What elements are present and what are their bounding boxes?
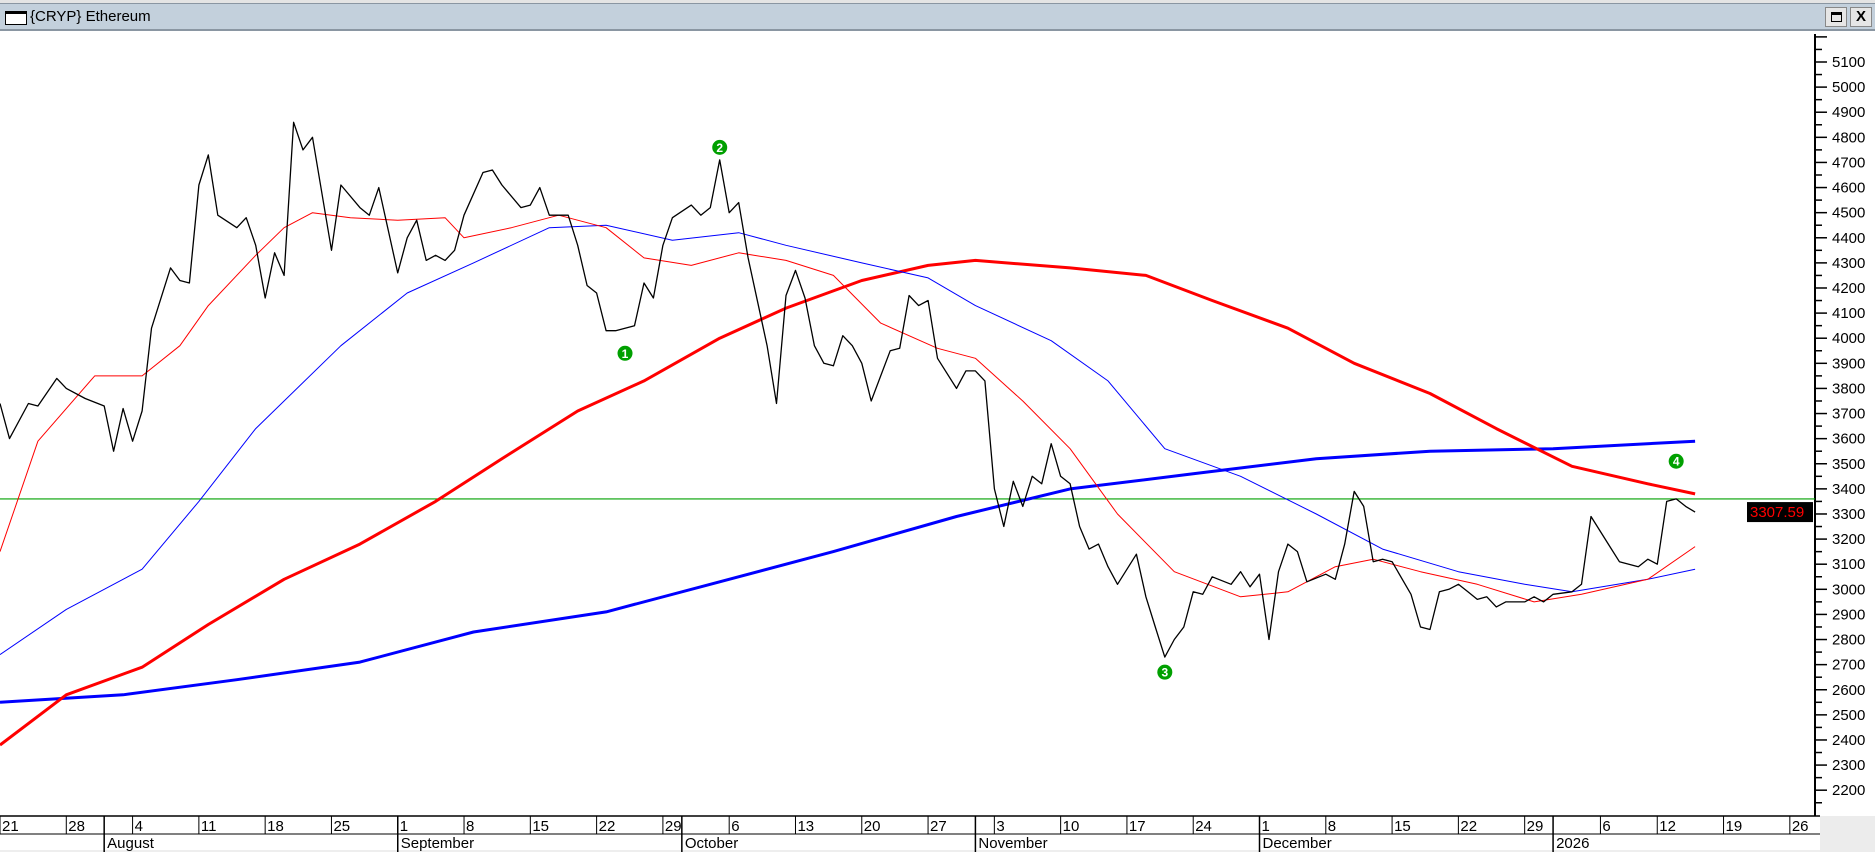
x-tick-label: 18 bbox=[267, 818, 284, 835]
x-tick-label: 10 bbox=[1063, 818, 1080, 835]
ma-medium-line bbox=[0, 224, 1696, 656]
y-tick-label: 3500 bbox=[1832, 456, 1865, 473]
x-tick-label: 8 bbox=[1328, 818, 1336, 835]
wave-marker-4 bbox=[1668, 453, 1684, 469]
x-tick-label: 13 bbox=[797, 818, 814, 835]
x-tick-label: 19 bbox=[1726, 818, 1743, 835]
month-label: August bbox=[107, 835, 155, 852]
y-tick-label: 4600 bbox=[1832, 180, 1865, 197]
y-tick-label: 4200 bbox=[1832, 280, 1865, 297]
top-strip bbox=[0, 0, 1875, 3]
x-tick-label: 15 bbox=[532, 818, 549, 835]
month-label: September bbox=[401, 835, 474, 852]
x-tick-label: 8 bbox=[466, 818, 474, 835]
y-tick-label: 3900 bbox=[1832, 355, 1865, 372]
y-tick-label: 5000 bbox=[1832, 79, 1865, 96]
close-button[interactable]: X bbox=[1850, 7, 1872, 27]
y-tick-label: 4900 bbox=[1832, 104, 1865, 121]
window-title: {CRYP} Ethereum bbox=[30, 8, 151, 25]
x-tick-label: 26 bbox=[1792, 818, 1809, 835]
price-line bbox=[0, 121, 1696, 658]
window-icon bbox=[5, 11, 27, 25]
x-tick-label: 1 bbox=[1262, 818, 1270, 835]
wave-marker-label: 2 bbox=[716, 141, 723, 155]
window-titlebar: {CRYP} Ethereum X bbox=[0, 3, 1875, 31]
axis-corner bbox=[1820, 816, 1875, 852]
last-price-tag bbox=[1747, 502, 1813, 523]
y-tick-label: 4700 bbox=[1832, 154, 1865, 171]
y-tick-label: 3800 bbox=[1832, 380, 1865, 397]
month-label: December bbox=[1263, 835, 1332, 852]
y-tick-label: 5100 bbox=[1832, 54, 1865, 71]
x-tick-label: 21 bbox=[2, 818, 19, 835]
y-tick-label: 2400 bbox=[1832, 732, 1865, 749]
ma-long-blue-line bbox=[0, 439, 1696, 704]
wave-marker-1 bbox=[617, 345, 633, 361]
x-tick-label: 12 bbox=[1659, 818, 1676, 835]
y-tick-label: 4300 bbox=[1832, 255, 1865, 272]
y-tick-label: 3000 bbox=[1832, 581, 1865, 598]
x-tick-label: 25 bbox=[333, 818, 350, 835]
y-tick-label: 4100 bbox=[1832, 305, 1865, 322]
x-tick-label: 24 bbox=[1195, 818, 1212, 835]
close-icon: X bbox=[1855, 8, 1866, 25]
x-tick-label: 15 bbox=[1394, 818, 1411, 835]
month-label: October bbox=[685, 835, 738, 852]
x-tick-label: 22 bbox=[1460, 818, 1477, 835]
x-tick-label: 11 bbox=[201, 818, 217, 835]
wave-marker-label: 3 bbox=[1161, 666, 1168, 680]
last-price-label: 3307.59 bbox=[1750, 504, 1804, 521]
ma-long-red-line bbox=[0, 258, 1696, 747]
y-tick-label: 3200 bbox=[1832, 531, 1865, 548]
y-tick-label: 3600 bbox=[1832, 431, 1865, 448]
wave-marker-label: 1 bbox=[622, 347, 629, 361]
x-tick-label: 3 bbox=[996, 818, 1004, 835]
wave-marker-label: 4 bbox=[1673, 455, 1680, 469]
y-tick-label: 2500 bbox=[1832, 707, 1865, 724]
month-label: 2026 bbox=[1556, 835, 1589, 852]
wave-marker-3 bbox=[1157, 664, 1173, 680]
x-tick-label: 4 bbox=[135, 818, 143, 835]
y-tick-label: 4400 bbox=[1832, 230, 1865, 247]
x-tick-label: 6 bbox=[1602, 818, 1610, 835]
y-tick-label: 2300 bbox=[1832, 757, 1865, 774]
maximize-icon bbox=[1830, 12, 1842, 22]
y-tick-label: 3700 bbox=[1832, 406, 1865, 423]
x-tick-label: 17 bbox=[1129, 818, 1146, 835]
y-tick-label: 4000 bbox=[1832, 330, 1865, 347]
y-tick-label: 2900 bbox=[1832, 606, 1865, 623]
y-tick-label: 4800 bbox=[1832, 129, 1865, 146]
y-tick-label: 2200 bbox=[1832, 782, 1865, 799]
x-tick-label: 29 bbox=[665, 818, 682, 835]
x-tick-label: 20 bbox=[864, 818, 881, 835]
y-tick-label: 3100 bbox=[1832, 556, 1865, 573]
x-tick-label: 6 bbox=[731, 818, 739, 835]
ma-short-line bbox=[0, 212, 1696, 603]
x-tick-label: 1 bbox=[400, 818, 408, 835]
x-tick-label: 29 bbox=[1527, 818, 1544, 835]
month-label: November bbox=[978, 835, 1047, 852]
y-tick-label: 3300 bbox=[1832, 506, 1865, 523]
y-tick-label: 2600 bbox=[1832, 682, 1865, 699]
x-tick-label: 27 bbox=[930, 818, 947, 835]
y-tick-label: 2700 bbox=[1832, 657, 1865, 674]
y-tick-label: 3400 bbox=[1832, 481, 1865, 498]
maximize-button[interactable] bbox=[1825, 7, 1847, 27]
y-tick-label: 4500 bbox=[1832, 205, 1865, 222]
x-tick-label: 22 bbox=[599, 818, 616, 835]
y-tick-label: 2800 bbox=[1832, 632, 1865, 649]
x-tick-label: 28 bbox=[68, 818, 85, 835]
wave-marker-2 bbox=[712, 139, 728, 155]
